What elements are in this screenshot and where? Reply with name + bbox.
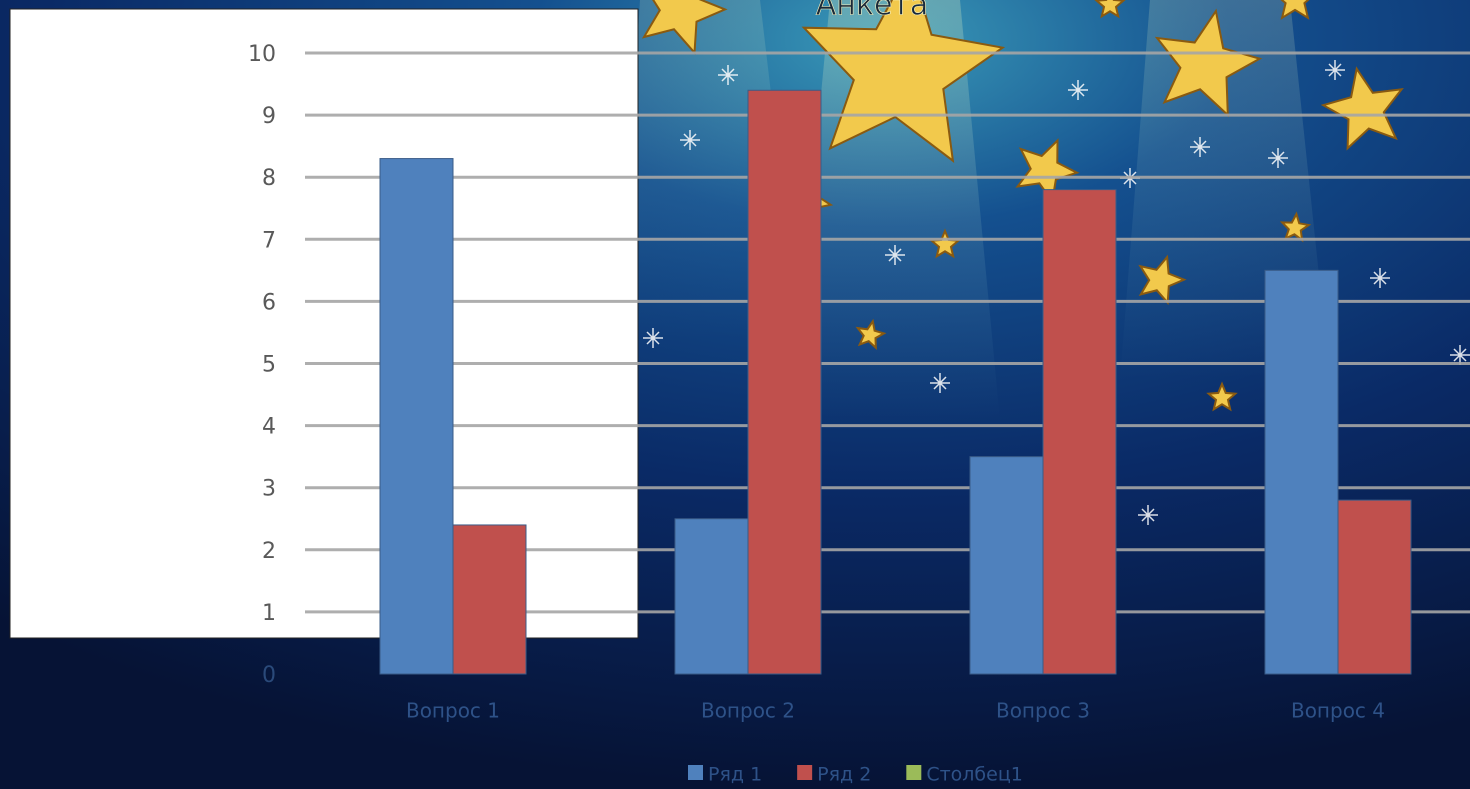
legend-label: Столбец1 [926, 764, 1023, 786]
x-tick-label: Вопрос 3 [996, 699, 1090, 723]
bar [1264, 269, 1339, 675]
y-tick-label: 2 [262, 539, 276, 564]
star-decoration [641, 0, 728, 56]
star-decoration [1206, 381, 1238, 412]
y-tick-label: 7 [262, 228, 276, 253]
bar [1042, 189, 1117, 675]
light-beam [790, 0, 1000, 420]
sparkle-decoration [1138, 505, 1158, 525]
star-decoration [801, 0, 1006, 163]
legend-swatch [688, 765, 703, 780]
sparkle-decoration [1450, 345, 1470, 365]
legend-swatch [797, 765, 813, 780]
sparkle-decoration [1268, 148, 1288, 168]
x-tick-label: Вопрос 4 [1291, 699, 1385, 723]
star-decoration [1154, 8, 1263, 118]
star-decoration [855, 318, 887, 351]
y-tick-label: 9 [262, 104, 276, 129]
star-decoration [1280, 0, 1310, 20]
chart-title: Анкета [816, 0, 929, 23]
sparkle-decoration [1325, 60, 1345, 80]
y-tick-label: 0 [262, 663, 276, 688]
sparkle-decoration [1190, 137, 1210, 157]
sparkle-decoration [718, 65, 738, 85]
sparkle-decoration [1370, 268, 1390, 288]
star-decoration [1015, 138, 1080, 204]
sparkle-decoration [643, 328, 663, 348]
y-tick-label: 3 [262, 477, 276, 502]
bar [674, 518, 749, 675]
star-decoration [1138, 254, 1187, 306]
y-tick-label: 4 [262, 415, 276, 440]
y-tick-label: 1 [262, 601, 276, 626]
star-decoration [1320, 66, 1404, 151]
legend-swatch [906, 765, 922, 780]
star-decoration [1094, 0, 1126, 19]
bar [747, 89, 822, 675]
y-tick-label: 10 [248, 42, 276, 67]
bar [969, 456, 1044, 675]
x-tick-label: Вопрос 1 [406, 699, 500, 723]
y-tick-label: 8 [262, 166, 276, 191]
y-tick-label: 6 [262, 290, 276, 315]
sparkle-decoration [680, 130, 700, 150]
y-tick-label: 5 [262, 353, 276, 378]
legend-label: Ряд 2 [817, 764, 871, 786]
sparkle-decoration [885, 245, 905, 265]
white-panel [9, 8, 639, 639]
bar [452, 524, 527, 675]
bar [1337, 499, 1412, 675]
x-tick-label: Вопрос 2 [701, 699, 795, 723]
legend-label: Ряд 1 [708, 764, 762, 786]
bar [379, 158, 454, 675]
sparkle-decoration [1068, 80, 1088, 100]
star-decoration [1279, 211, 1312, 243]
sparkle-decoration [930, 373, 950, 393]
